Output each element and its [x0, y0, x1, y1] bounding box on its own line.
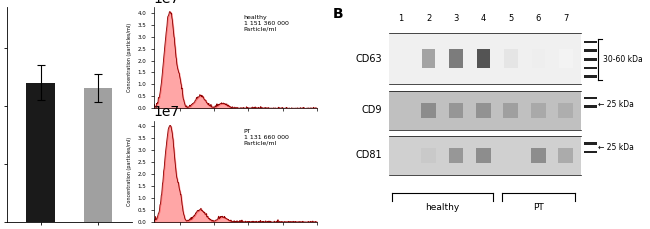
- Text: CD9: CD9: [362, 105, 382, 115]
- Bar: [584, 142, 597, 145]
- Bar: [584, 75, 597, 78]
- Bar: [584, 106, 597, 108]
- Bar: [531, 148, 546, 163]
- Bar: [448, 103, 463, 117]
- Bar: [584, 151, 597, 153]
- Y-axis label: Concentration (particles/ml): Concentration (particles/ml): [127, 23, 132, 92]
- Bar: [558, 103, 573, 117]
- Text: ← 25 kDa: ← 25 kDa: [599, 143, 634, 152]
- Bar: [476, 148, 491, 163]
- Bar: [422, 49, 436, 68]
- Bar: [584, 58, 597, 61]
- Y-axis label: Concentration (particles/ml): Concentration (particles/ml): [127, 137, 132, 206]
- Text: 3: 3: [453, 14, 459, 23]
- Text: 7: 7: [563, 14, 569, 23]
- Bar: [532, 49, 545, 68]
- Text: healthy: healthy: [425, 203, 460, 212]
- Text: 5: 5: [508, 14, 514, 23]
- Text: 30-60 kDa: 30-60 kDa: [603, 55, 643, 64]
- Bar: [27, 82, 55, 222]
- Text: healthy
1 151 360 000
Particle/ml: healthy 1 151 360 000 Particle/ml: [244, 15, 289, 32]
- Bar: [448, 148, 463, 163]
- Bar: [531, 103, 546, 117]
- Bar: [389, 33, 581, 84]
- Text: 4: 4: [481, 14, 486, 23]
- Bar: [584, 49, 597, 52]
- Text: PT
1 131 660 000
Particle/ml: PT 1 131 660 000 Particle/ml: [244, 129, 289, 145]
- Bar: [558, 148, 573, 163]
- Bar: [504, 49, 518, 68]
- Bar: [421, 148, 436, 163]
- Bar: [449, 49, 463, 68]
- Text: CD63: CD63: [356, 54, 382, 63]
- Text: 1: 1: [398, 14, 404, 23]
- Bar: [476, 103, 491, 117]
- Text: 2: 2: [426, 14, 431, 23]
- Text: PT: PT: [533, 203, 544, 212]
- Bar: [559, 49, 573, 68]
- Text: CD81: CD81: [356, 150, 382, 160]
- Bar: [504, 103, 519, 117]
- Text: B: B: [333, 7, 343, 21]
- Bar: [584, 97, 597, 99]
- Bar: [421, 103, 436, 117]
- Bar: [84, 88, 112, 222]
- Text: 6: 6: [536, 14, 541, 23]
- Bar: [584, 67, 597, 69]
- Bar: [389, 91, 581, 130]
- Bar: [476, 49, 490, 68]
- Bar: [584, 41, 597, 44]
- Bar: [389, 136, 581, 175]
- Text: ← 25 kDa: ← 25 kDa: [599, 100, 634, 109]
